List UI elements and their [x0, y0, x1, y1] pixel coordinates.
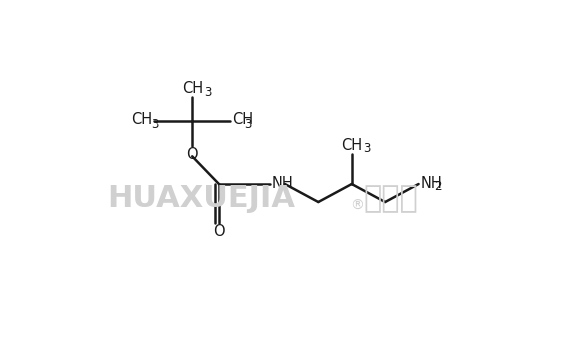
Text: NH: NH	[272, 176, 294, 191]
Text: 3: 3	[204, 86, 211, 99]
Text: HUAXUEJIA: HUAXUEJIA	[108, 184, 296, 213]
Text: ®: ®	[350, 198, 365, 212]
Text: CH: CH	[232, 112, 253, 127]
Text: CH: CH	[132, 112, 152, 127]
Text: CH: CH	[182, 81, 203, 96]
Text: 化学加: 化学加	[364, 184, 419, 213]
Text: 3: 3	[363, 142, 371, 155]
Text: O: O	[186, 147, 198, 162]
Text: NH: NH	[420, 176, 442, 191]
Text: 3: 3	[244, 118, 252, 131]
Text: 2: 2	[434, 180, 441, 193]
Text: O: O	[213, 224, 225, 239]
Text: CH: CH	[341, 138, 362, 153]
Text: 3: 3	[151, 118, 159, 131]
